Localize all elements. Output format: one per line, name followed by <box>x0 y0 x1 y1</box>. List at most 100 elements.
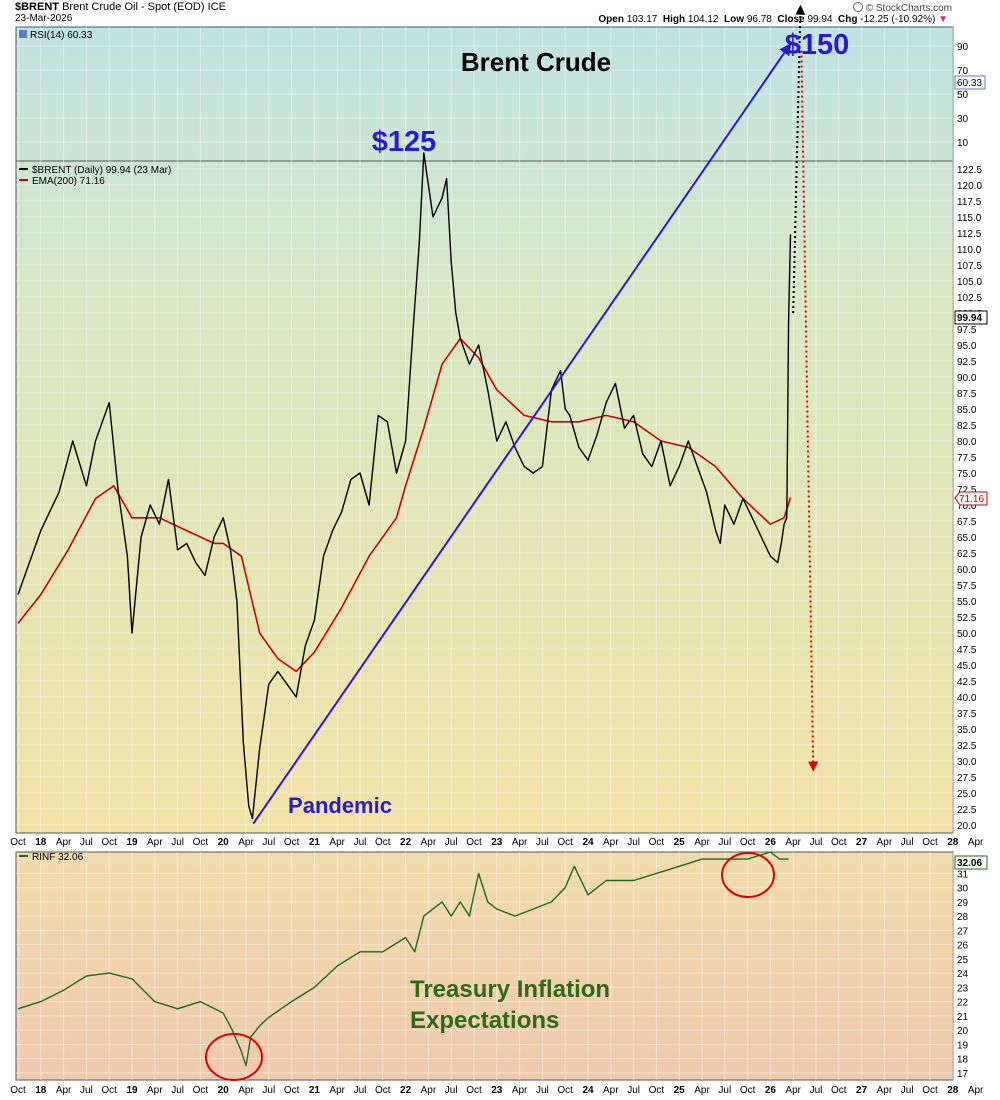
close-value: 99.94 <box>807 14 833 25</box>
y-tick-label-price: 95.0 <box>957 341 977 352</box>
y-tick-label-price: 22.5 <box>957 805 977 816</box>
y-tick-label-price: 115.0 <box>957 213 982 224</box>
y-tick-label-rinf: 28 <box>957 912 969 923</box>
x-tick-label-rinf: Apr <box>603 1085 619 1096</box>
x-tick-label-price: Oct <box>740 837 756 848</box>
x-tick-label-price: Apr <box>238 837 254 848</box>
recent-rinf-circle <box>721 852 775 898</box>
y-tick-label-rsi: 30 <box>957 114 969 125</box>
y-tick-label-price: 25.0 <box>957 789 977 800</box>
x-tick-label-price: Apr <box>56 837 72 848</box>
rinf-legend: RINF 32.06 <box>19 852 84 863</box>
y-tick-label-price: 27.5 <box>957 773 977 784</box>
brent-legend-text: $BRENT (Daily) 99.94 (23 Mar) <box>32 165 171 176</box>
y-tick-label-price: 32.5 <box>957 741 977 752</box>
x-tick-label-rinf: Apr <box>785 1085 801 1096</box>
high-value: 104.12 <box>687 14 719 25</box>
y-tick-label-rinf: 20 <box>957 1026 969 1037</box>
x-tick-label-price: Jul <box>627 837 640 848</box>
rinf-line <box>17 851 789 1067</box>
y-tick-label-rsi: 50 <box>957 90 969 101</box>
x-tick-label-price: Apr <box>877 837 893 848</box>
y-tick-label-price: 117.5 <box>957 197 982 208</box>
y-tick-label-price: 107.5 <box>957 261 982 272</box>
chart-title: Brent Crude <box>461 47 611 77</box>
x-tick-label-price: Oct <box>557 837 573 848</box>
rsi-legend: RSI(14) 60.33 <box>19 30 93 41</box>
y-tick-label-price: 105.0 <box>957 277 982 288</box>
y-tick-label-rsi: 90 <box>957 42 969 53</box>
y-tick-label-price: 50.0 <box>957 629 977 640</box>
symbol-label: $BRENT <box>15 1 60 13</box>
series-layer <box>17 4 819 1067</box>
x-tick-label-rinf: 27 <box>856 1085 868 1096</box>
stockcharts-logo-icon <box>852 2 863 12</box>
x-tick-label-price: Oct <box>922 837 938 848</box>
y-tick-label-rinf: 23 <box>957 983 969 994</box>
y-tick-label-price: 92.5 <box>957 357 977 368</box>
rinf-legend-text: RINF 32.06 <box>32 852 84 863</box>
x-tick-label-price: Apr <box>968 837 984 848</box>
x-tick-label-rinf: Apr <box>877 1085 893 1096</box>
y-tick-label-price: 120.0 <box>957 181 982 192</box>
rsi-legend-icon <box>19 30 27 38</box>
rinf-panel-bg <box>15 851 954 1081</box>
y-tick-label-price: 77.5 <box>957 453 977 464</box>
x-tick-label-rinf: Apr <box>147 1085 163 1096</box>
y-tick-label-rinf: 27 <box>957 926 969 937</box>
x-tick-label-price: 22 <box>400 837 412 848</box>
y-tick-label-price: 72.5 <box>957 485 977 496</box>
y-tick-label-rinf: 19 <box>957 1040 969 1051</box>
rsi-value-badge: 60.33 <box>954 75 986 90</box>
x-tick-label-price: 20 <box>218 837 230 848</box>
y-tick-label-price: 82.5 <box>957 421 977 432</box>
x-tick-label-price: Oct <box>10 837 26 848</box>
y-tick-label-price: 75.0 <box>957 469 977 480</box>
y-tick-label-price: 97.5 <box>957 325 977 336</box>
x-tick-label-rinf: Oct <box>10 1085 26 1096</box>
x-tick-label-rinf: Oct <box>740 1085 756 1096</box>
x-tick-label-rinf: Oct <box>284 1085 300 1096</box>
y-tick-label-price: 42.5 <box>957 677 977 688</box>
label-150: $150 <box>785 29 850 61</box>
x-tick-label-rinf: 28 <box>947 1085 959 1096</box>
y-tick-label-rinf: 18 <box>957 1055 969 1066</box>
x-tick-label-price: Apr <box>785 837 801 848</box>
x-tick-label-price: 18 <box>35 837 47 848</box>
y-tick-label-price: 40.0 <box>957 693 977 704</box>
y-tick-label-price: 67.5 <box>957 517 977 528</box>
pandemic-circle <box>205 1033 263 1081</box>
x-tick-label-price: Apr <box>603 837 619 848</box>
y-tick-label-rinf: 25 <box>957 955 969 966</box>
x-tick-label-rinf: Jul <box>901 1085 914 1096</box>
y-tick-label-price: 110.0 <box>957 245 982 256</box>
x-tick-label-rinf: Oct <box>193 1085 209 1096</box>
x-tick-label-price: Jul <box>80 837 93 848</box>
chg-label: Chg <box>838 14 858 25</box>
y-tick-label-price: 60.0 <box>957 565 977 576</box>
x-tick-label-price: Apr <box>694 837 710 848</box>
rsi-legend-text: RSI(14) 60.33 <box>30 30 93 41</box>
x-tick-label-price: 19 <box>126 837 138 848</box>
x-tick-label-price: Apr <box>512 837 528 848</box>
change-down-icon: ▼ <box>938 14 948 25</box>
x-tick-label-rinf: 18 <box>35 1085 47 1096</box>
label-treasury-line2: Expectations <box>410 1007 559 1034</box>
instrument-name: Brent Crude Oil - Spot (EOD) <box>62 1 205 13</box>
copyright: © StockCharts.com <box>852 2 952 14</box>
x-tick-label-price: Jul <box>718 837 731 848</box>
y-tick-label-price: 55.0 <box>957 597 977 608</box>
y-tick-label-price: 102.5 <box>957 293 982 304</box>
y-tick-label-price: 70.0 <box>957 501 977 512</box>
price-value-text: 99.94 <box>957 313 982 324</box>
y-tick-label-rinf: 22 <box>957 998 969 1009</box>
gridlines <box>16 27 977 1080</box>
ema-legend-text: EMA(200) 71.16 <box>32 176 105 187</box>
x-tick-label-rinf: 26 <box>765 1085 777 1096</box>
x-tick-label-price: Oct <box>101 837 117 848</box>
x-tick-label-price: Jul <box>171 837 184 848</box>
price-legend: $BRENT (Daily) 99.94 (23 Mar) EMA(200) 7… <box>19 165 171 187</box>
x-tick-label-price: Apr <box>147 837 163 848</box>
x-tick-label-rinf: Oct <box>466 1085 482 1096</box>
